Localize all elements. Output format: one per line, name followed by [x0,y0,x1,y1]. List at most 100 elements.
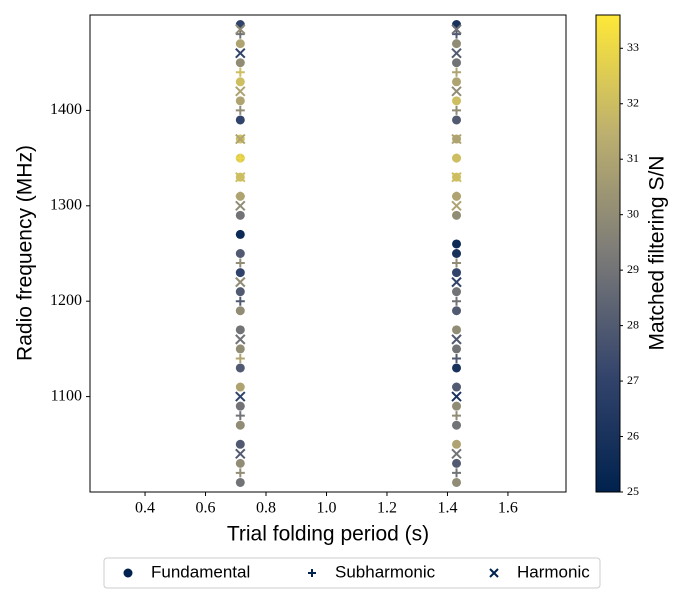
point [452,458,462,468]
point [235,191,245,201]
point [452,353,462,363]
colorbar-label: Matched filtering S/N [646,156,669,351]
point [235,171,246,183]
point [235,420,245,430]
point [235,47,246,59]
point [452,77,462,87]
point [452,296,462,306]
y-axis-label: Radio frequency (MHz) [14,145,37,361]
colorbar-tick-label: 29 [627,262,639,276]
point [452,439,462,449]
point [235,29,245,39]
point [235,67,245,77]
colorbar-tick-label: 30 [627,206,639,220]
point [235,24,246,35]
point [452,411,462,421]
point [452,258,462,268]
point [235,96,245,106]
point [235,229,245,239]
point [235,200,246,212]
point [452,325,462,335]
point [235,276,246,288]
point [235,115,245,125]
point [235,325,245,335]
legend-marker [308,569,316,577]
point [451,133,462,145]
point [452,268,462,278]
point [451,391,462,402]
legend-marker [489,568,499,578]
point [235,306,245,316]
point [452,363,462,373]
colorbar-tick-label: 26 [627,428,639,442]
point [451,47,462,59]
legend-label: Fundamental [151,562,250,581]
x-tick-label: 0.8 [256,500,276,517]
point [235,382,245,392]
point [452,67,462,77]
point [235,287,245,297]
point [452,20,462,30]
point [452,210,462,220]
point [452,382,462,392]
legend-label: Harmonic [517,562,590,581]
point [451,200,462,212]
point [451,334,462,345]
x-tick-label: 1.0 [316,500,336,517]
point [235,458,245,468]
point [235,258,245,268]
point [452,344,462,354]
y-tick-label: 1400 [50,101,82,118]
point [235,411,245,421]
point [452,115,462,125]
x-tick-label: 0.6 [196,500,216,517]
point [452,39,462,49]
colorbar-tick-label: 28 [627,317,639,331]
point [235,268,245,278]
point [235,439,245,449]
point [235,86,246,97]
colorbar-tick-label: 27 [627,373,639,387]
x-tick-label: 0.4 [135,500,155,517]
point [452,477,462,487]
point [235,401,245,411]
point [451,24,462,35]
point [235,77,245,87]
x-tick-label: 1.4 [437,500,457,517]
point [235,363,245,373]
point [235,249,245,258]
point [451,171,462,183]
point [235,39,245,49]
point [452,287,462,297]
point [235,20,245,30]
x-tick-label: 1.2 [377,500,397,517]
point [452,191,462,201]
legend-frame [103,557,601,589]
colorbar [595,14,621,493]
point [452,420,462,430]
point [235,344,245,354]
x-axis-label: Trial folding period (s) [227,523,429,546]
point [452,105,462,115]
y-tick-label: 1200 [50,292,82,309]
point [452,249,462,258]
point [452,96,462,106]
point [235,334,246,345]
point [452,29,462,39]
y-tick-label: 1100 [51,387,82,404]
point [452,58,462,68]
legend-label: Subharmonic [335,562,436,581]
point [235,448,246,460]
colorbar-tick-label: 25 [627,484,639,498]
point [451,86,462,97]
plot-frame [89,14,567,493]
point [235,133,246,145]
y-tick-label: 1300 [50,196,82,213]
point [235,391,246,402]
point [451,448,462,460]
point [452,239,462,249]
point [452,401,462,411]
point [235,58,245,68]
point [235,153,245,163]
